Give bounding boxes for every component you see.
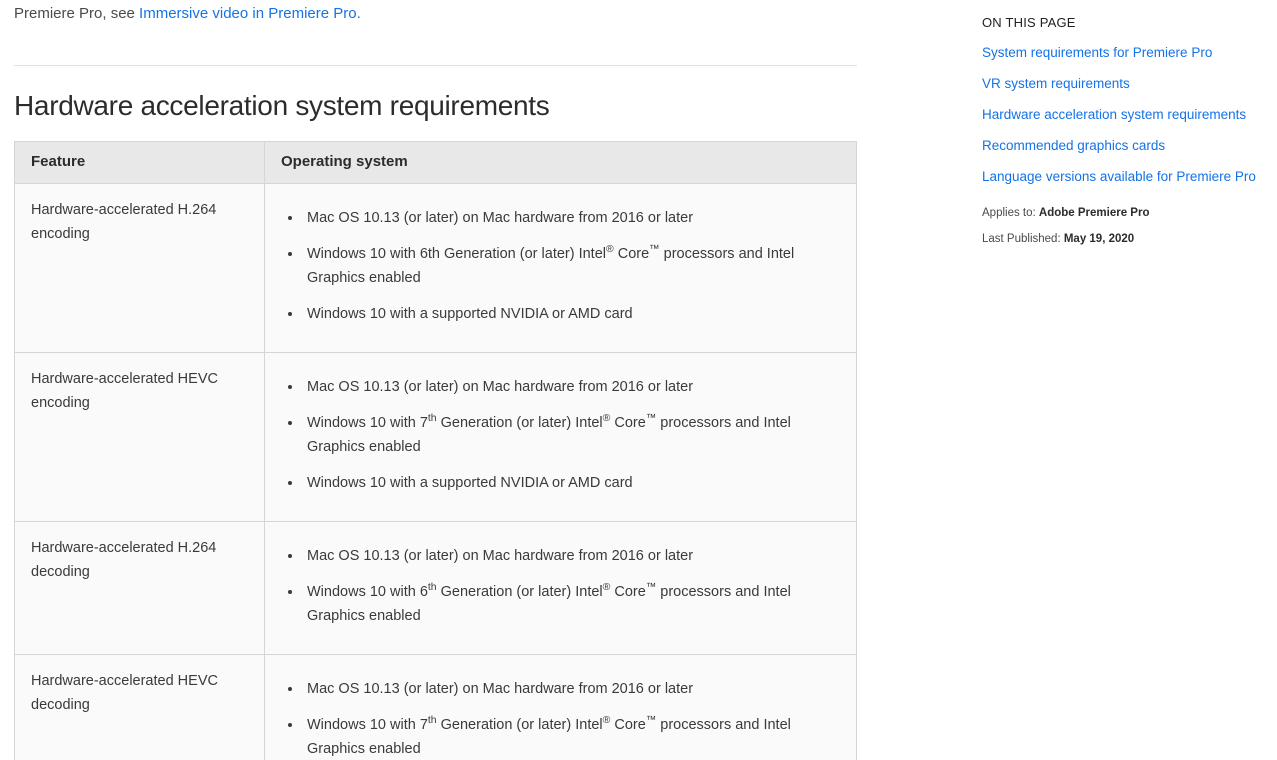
applies-to-label: Applies to: [982, 207, 1036, 219]
section-divider [14, 65, 857, 66]
immersive-video-link[interactable]: Immersive video in Premiere Pro. [139, 5, 361, 22]
operating-system-cell: Mac OS 10.13 (or later) on Mac hardware … [264, 352, 857, 522]
last-published-value: May 19, 2020 [1063, 233, 1135, 245]
sidebar-links: System requirements for Premiere Pro VR s… [982, 46, 1272, 184]
column-header-operating-system: Operating system [264, 141, 857, 184]
os-bullet-item: Windows 10 with 6th Generation (or later… [303, 242, 842, 290]
main-content: Premiere Pro, see Immersive video in Pre… [14, 0, 857, 760]
os-bullet-item: Mac OS 10.13 (or later) on Mac hardware … [303, 544, 842, 568]
os-bullet-item: Mac OS 10.13 (or later) on Mac hardware … [303, 677, 842, 701]
applies-to: Applies to: Adobe Premiere Pro [982, 207, 1272, 219]
operating-system-cell: Mac OS 10.13 (or later) on Mac hardware … [264, 183, 857, 353]
sidebar-title: ON THIS PAGE [982, 15, 1076, 30]
os-bullet-item: Mac OS 10.13 (or later) on Mac hardware … [303, 206, 842, 230]
os-bullet-item: Windows 10 with 7th Generation (or later… [303, 713, 842, 760]
sidebar-link[interactable]: Language versions available for Premiere… [982, 169, 1256, 184]
table-row: Hardware-accelerated H.264 decoding Mac O… [14, 521, 857, 655]
on-this-page-sidebar: ON THIS PAGE System requirements for Pre… [982, 15, 1272, 259]
os-bullet-list: Mac OS 10.13 (or later) on Mac hardware … [285, 375, 842, 495]
applies-to-value: Adobe Premiere Pro [1038, 207, 1150, 219]
table-head: Feature Operating system [14, 141, 857, 184]
table-row: Hardware-accelerated H.264 encoding Mac O… [14, 183, 857, 353]
feature-cell: Hardware-accelerated H.264 encoding [14, 183, 265, 353]
sidebar-link[interactable]: Recommended graphics cards [982, 138, 1166, 153]
sidebar-link[interactable]: System requirements for Premiere Pro [982, 45, 1213, 60]
last-published-label: Last Published: [982, 233, 1061, 245]
section-heading: Hardware acceleration system requirement… [14, 90, 550, 121]
last-published: Last Published: May 19, 2020 [982, 233, 1272, 245]
os-bullet-list: Mac OS 10.13 (or later) on Mac hardware … [285, 206, 842, 326]
operating-system-cell: Mac OS 10.13 (or later) on Mac hardware … [264, 521, 857, 655]
sidebar-link[interactable]: VR system requirements [982, 76, 1130, 91]
intro-paragraph: Premiere Pro, see Immersive video in Pre… [14, 0, 857, 24]
table-row: Hardware-accelerated HEVC encoding Mac OS… [14, 352, 857, 522]
os-bullet-item: Mac OS 10.13 (or later) on Mac hardware … [303, 375, 842, 399]
os-bullet-item: Windows 10 with 7th Generation (or later… [303, 411, 842, 459]
sidebar-link[interactable]: Hardware acceleration system requirement… [982, 107, 1247, 122]
feature-cell: Hardware-accelerated HEVC decoding [14, 654, 265, 760]
requirements-table: Feature Operating system Hardware-accele… [14, 141, 857, 760]
os-bullet-item: Windows 10 with a supported NVIDIA or AM… [303, 471, 842, 495]
os-bullet-list: Mac OS 10.13 (or later) on Mac hardware … [285, 544, 842, 628]
operating-system-cell: Mac OS 10.13 (or later) on Mac hardware … [264, 654, 857, 760]
table-body: Hardware-accelerated H.264 encoding Mac O… [14, 183, 857, 760]
os-bullet-item: Windows 10 with 6th Generation (or later… [303, 580, 842, 628]
feature-cell: Hardware-accelerated H.264 decoding [14, 521, 265, 655]
feature-cell: Hardware-accelerated HEVC encoding [14, 352, 265, 522]
table-row: Hardware-accelerated HEVC decoding Mac OS… [14, 654, 857, 760]
column-header-feature: Feature [14, 141, 265, 184]
header-row: Feature Operating system [14, 141, 857, 184]
os-bullet-list: Mac OS 10.13 (or later) on Mac hardware … [285, 677, 842, 760]
intro-text: Premiere Pro, see [14, 5, 140, 22]
os-bullet-item: Windows 10 with a supported NVIDIA or AM… [303, 302, 842, 326]
sidebar-meta: Applies to: Adobe Premiere Pro Last Publ… [982, 207, 1272, 245]
